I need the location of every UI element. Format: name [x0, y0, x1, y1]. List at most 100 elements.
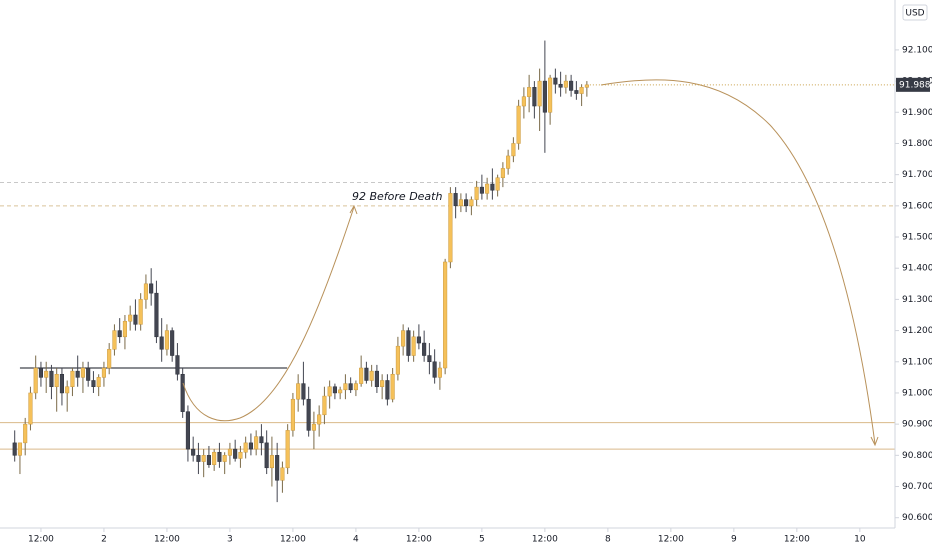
currency-box [902, 4, 928, 21]
candle-body [485, 183, 490, 194]
candle-body [443, 261, 448, 369]
candle-body [96, 377, 101, 387]
candle-body [479, 186, 484, 194]
last-price-label: 91.988 [899, 80, 931, 90]
x-tick-label: 8 [605, 535, 611, 545]
candle-body [233, 448, 238, 459]
y-tick-label: 90.800 [902, 451, 932, 461]
candle-body [138, 299, 143, 325]
candle-body [422, 342, 427, 356]
candle-body [343, 383, 348, 391]
candle-body [185, 411, 190, 450]
candle-body [91, 380, 96, 387]
x-tick-label: 12:00 [406, 535, 432, 545]
candle-body [101, 367, 106, 378]
x-tick-label: 10 [854, 535, 866, 545]
candle-body [290, 398, 295, 431]
candle-body [107, 349, 112, 369]
y-tick-label: 91.700 [902, 170, 932, 180]
candle-body [164, 330, 169, 350]
candle-body [33, 367, 38, 394]
candle-body [427, 355, 432, 363]
candle-body [569, 80, 574, 91]
x-tick-label: 9 [731, 535, 737, 545]
candle-body [28, 392, 33, 425]
candle-body [306, 398, 311, 431]
y-tick-label: 92.100 [902, 45, 932, 55]
y-tick-label: 90.700 [902, 482, 932, 492]
candle-body [254, 436, 259, 450]
candle-body [338, 389, 343, 394]
candle-body [537, 80, 542, 107]
candle-body [227, 448, 232, 456]
candle-body [563, 80, 568, 88]
x-tick-label: 12:00 [532, 535, 558, 545]
candle-body [243, 442, 248, 453]
y-tick-label: 91.100 [902, 357, 932, 367]
candle-body [222, 455, 227, 462]
candle-body [448, 193, 453, 263]
candle-body [212, 451, 217, 465]
candle-body [217, 451, 222, 462]
y-tick-label: 91.600 [902, 201, 932, 211]
candle-body [506, 155, 511, 169]
candle-body [558, 83, 563, 88]
candle-body [584, 84, 589, 88]
candle-body [65, 386, 70, 394]
candle-body [54, 373, 59, 387]
candle-body [180, 373, 185, 412]
candle-body [86, 367, 91, 381]
arrow-head [349, 204, 358, 215]
currency-label: USD [905, 9, 924, 19]
axes: 90.600 90.700 90.800 90.900 91.000 91.100 91.2… [28, 45, 932, 544]
candle-body [574, 90, 579, 94]
candle-body [532, 87, 537, 107]
y-tick-label: 91.000 [902, 388, 932, 398]
candle-body [296, 383, 301, 400]
candle-body [23, 423, 28, 444]
candle-body [527, 87, 532, 97]
y-tick-label: 91.500 [902, 233, 932, 243]
candle-body [159, 336, 164, 350]
candle-body [117, 330, 122, 338]
y-tick-label: 91.800 [902, 139, 932, 149]
candle-body [264, 442, 269, 469]
candle-body [458, 199, 463, 207]
candle-body [122, 320, 127, 338]
candle-body [206, 455, 211, 465]
candle-body [175, 355, 180, 375]
x-tick-label: 2 [101, 535, 107, 545]
candle-body [348, 383, 353, 391]
candle-body [170, 330, 175, 356]
forecast-arrow [182, 206, 355, 422]
candle-body [143, 283, 148, 300]
candle-body [464, 199, 469, 207]
candle-body [374, 370, 379, 387]
candle-body [490, 183, 495, 191]
candle-body [500, 168, 505, 179]
candle-body [364, 367, 369, 381]
candle-body [317, 414, 322, 425]
candle-body [285, 430, 290, 469]
candle-body [516, 105, 521, 144]
x-tick-label: 3 [227, 535, 233, 545]
candle-body [70, 370, 75, 387]
candle-body [521, 96, 526, 107]
candle-body [112, 330, 117, 350]
y-tick-label: 91.900 [902, 108, 932, 118]
candle-body [191, 448, 196, 456]
candle-body [453, 193, 458, 207]
candle-body [511, 143, 516, 157]
forecast-arrow [600, 79, 876, 445]
candle-body [548, 77, 553, 113]
y-tick-label: 91.300 [902, 295, 932, 305]
candle-body [75, 370, 80, 378]
candle-body [322, 395, 327, 416]
candle-body [390, 373, 395, 400]
candle-body [553, 77, 558, 85]
candle-body [385, 380, 390, 400]
candle-body [49, 370, 54, 387]
annotation: 92 Before Death [352, 190, 442, 203]
candle-body [432, 361, 437, 378]
